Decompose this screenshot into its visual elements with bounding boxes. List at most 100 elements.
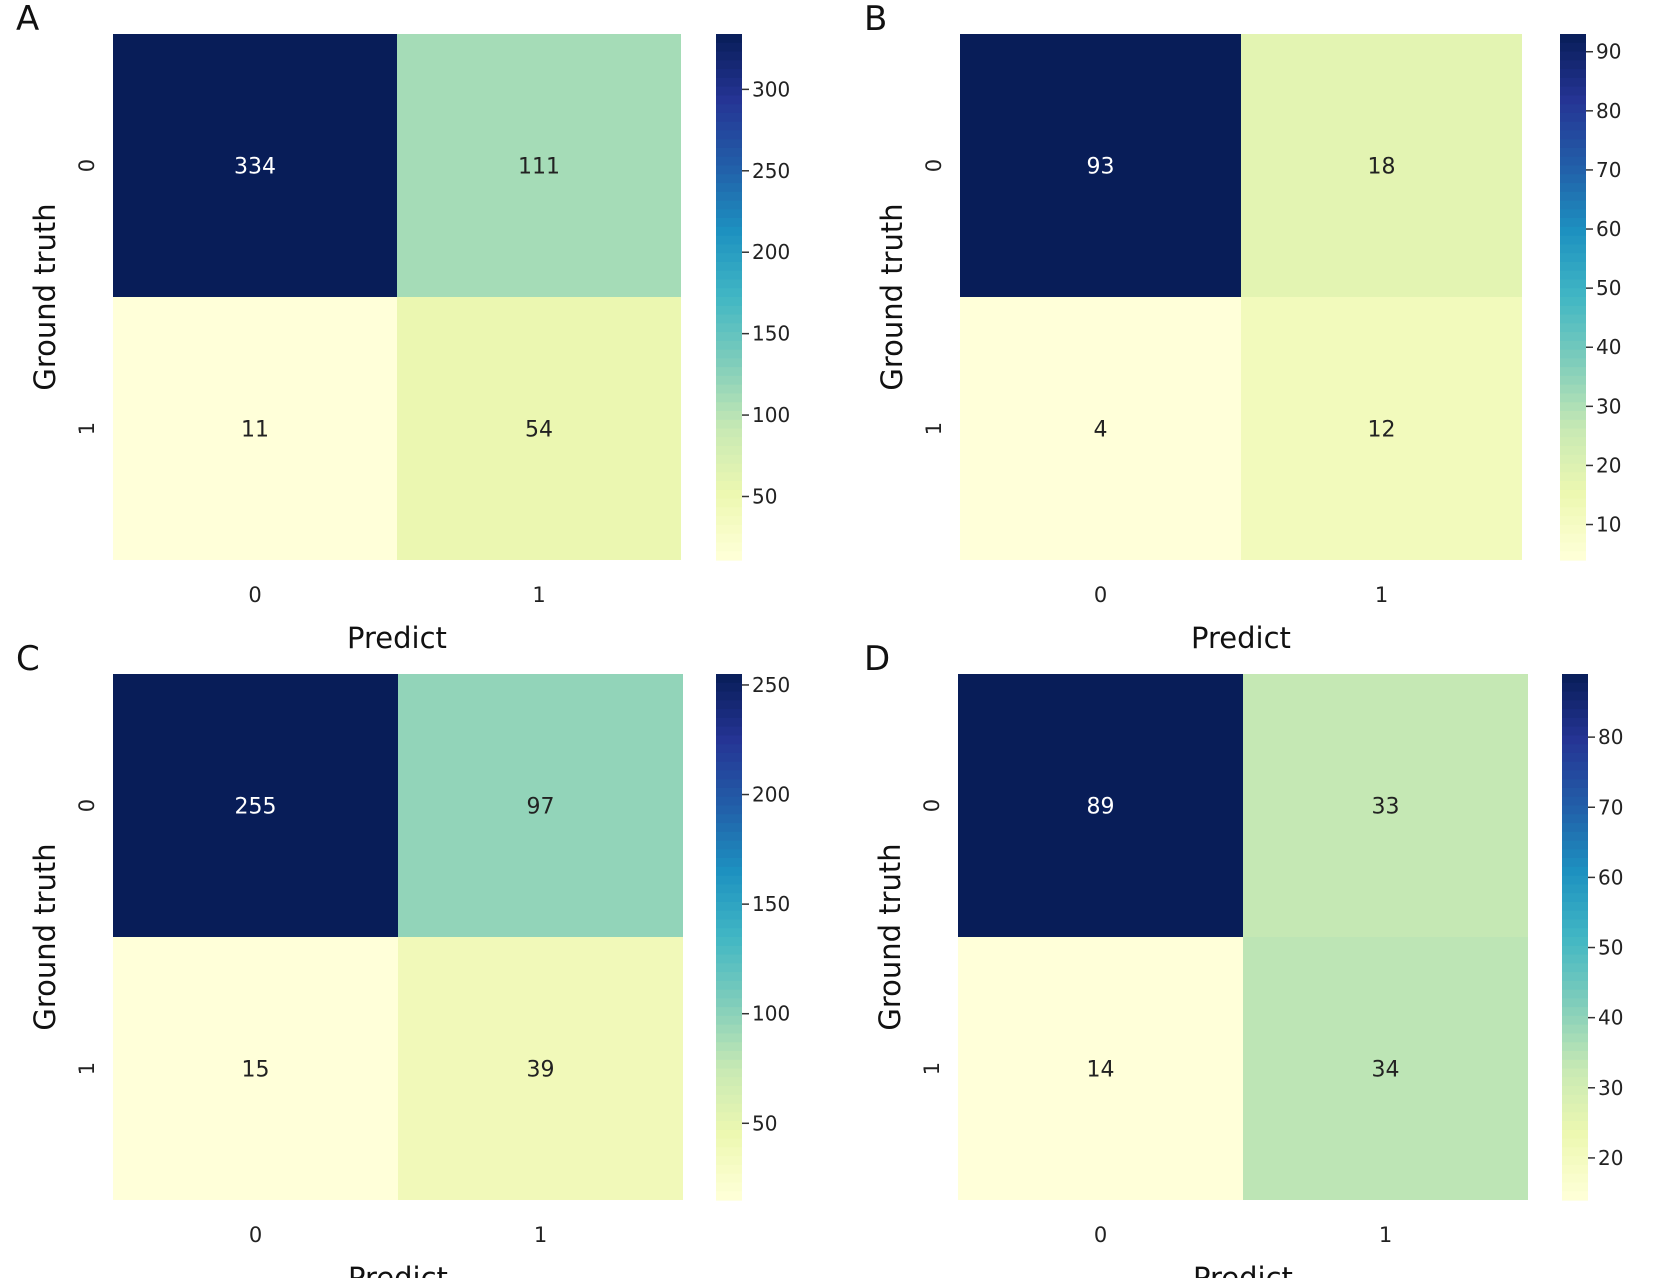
- colorbar-band: [716, 472, 742, 482]
- colorbar-band: [716, 191, 742, 202]
- colorbar-band: [716, 858, 742, 868]
- colorbar-band: [1560, 498, 1586, 508]
- cell-annotation: 54: [525, 418, 553, 443]
- heatmap-cell: [397, 34, 681, 297]
- colorbar-tick-label: 50: [1598, 936, 1623, 960]
- heatmap-cell: [398, 674, 683, 937]
- colorbar-band: [1562, 831, 1588, 842]
- colorbar-band: [716, 183, 742, 193]
- colorbar-band: [716, 358, 742, 368]
- x-tick-label: 0: [1094, 583, 1107, 607]
- colorbar-band: [1562, 972, 1588, 982]
- colorbar-band: [716, 761, 742, 772]
- x-tick-label: 0: [248, 583, 261, 607]
- colorbar-band: [1560, 507, 1586, 517]
- y-tick-label: 0: [75, 799, 99, 812]
- x-axis-label: Predict: [347, 621, 447, 655]
- colorbar-band: [1562, 796, 1588, 807]
- colorbar-band: [716, 77, 742, 88]
- colorbar-band: [1562, 770, 1588, 780]
- colorbar-band: [1562, 1024, 1588, 1035]
- colorbar-band: [1560, 340, 1586, 351]
- colorbar-band: [1560, 200, 1586, 210]
- colorbar-band: [716, 147, 742, 158]
- colorbar-band: [716, 998, 742, 1008]
- colorbar-band: [716, 349, 742, 359]
- colorbar-band: [716, 1191, 742, 1201]
- colorbar-band: [1560, 305, 1586, 316]
- colorbar-band: [1560, 86, 1586, 96]
- colorbar-band: [716, 1173, 742, 1184]
- cell-annotation: 97: [527, 795, 555, 820]
- colorbar-band: [1560, 77, 1586, 88]
- colorbar-band: [716, 735, 742, 745]
- cell-annotation: 12: [1368, 418, 1396, 443]
- colorbar-band: [716, 297, 742, 307]
- colorbar-band: [716, 954, 742, 964]
- colorbar-band: [716, 393, 742, 403]
- colorbar-band: [716, 481, 742, 491]
- colorbar-band: [716, 446, 742, 456]
- colorbar-band: [716, 770, 742, 780]
- colorbar-band: [1560, 253, 1586, 263]
- colorbar-band: [716, 840, 742, 850]
- colorbar-tick-label: 50: [752, 1111, 777, 1135]
- colorbar-band: [716, 1094, 742, 1105]
- colorbar-band: [1560, 463, 1586, 473]
- colorbar-band: [1560, 367, 1586, 377]
- colorbar-band: [1562, 1121, 1588, 1131]
- colorbar-band: [1560, 183, 1586, 193]
- y-tick-label: 0: [922, 159, 946, 172]
- colorbar-band: [1560, 410, 1586, 421]
- colorbar-tick-label: 40: [1596, 335, 1621, 359]
- colorbar-band: [1560, 156, 1586, 167]
- colorbar-band: [1562, 787, 1588, 798]
- heatmap-cell: [958, 937, 1243, 1200]
- cell-annotation: 14: [1087, 1058, 1115, 1083]
- colorbar-band: [716, 709, 742, 719]
- colorbar-tick-label: 20: [1596, 453, 1621, 477]
- x-axis-label: Predict: [1193, 1261, 1293, 1278]
- colorbar-band: [1562, 893, 1588, 903]
- colorbar-band: [716, 332, 742, 342]
- colorbar-band: [1562, 744, 1588, 754]
- colorbar-band: [716, 919, 742, 929]
- colorbar-band: [716, 69, 742, 79]
- colorbar-band: [1560, 393, 1586, 403]
- colorbar-band: [1562, 823, 1588, 833]
- cell-annotation: 18: [1368, 155, 1396, 180]
- colorbar-tick-label: 100: [752, 1002, 790, 1026]
- x-tick-label: 1: [1379, 1223, 1392, 1247]
- colorbar-band: [1560, 349, 1586, 359]
- colorbar-band: [716, 682, 742, 693]
- colorbar-band: [716, 691, 742, 701]
- heatmap-cell: [960, 34, 1241, 297]
- colorbar-band: [716, 1077, 742, 1087]
- colorbar-band: [1562, 674, 1588, 684]
- colorbar-band: [1562, 945, 1588, 956]
- heatmap-cell: [113, 674, 398, 937]
- colorbar-band: [1560, 130, 1586, 140]
- colorbar-band: [716, 42, 742, 53]
- colorbar-band: [716, 419, 742, 430]
- colorbar-band: [716, 1086, 742, 1096]
- colorbar-band: [1562, 884, 1588, 894]
- heatmap-cell: [113, 297, 397, 560]
- y-tick-label: 0: [75, 159, 99, 172]
- colorbar-band: [1560, 358, 1586, 368]
- colorbar-band: [716, 674, 742, 684]
- colorbar-band: [1562, 735, 1588, 745]
- colorbar-band: [716, 1121, 742, 1131]
- colorbar-band: [716, 524, 742, 535]
- colorbar-band: [716, 489, 742, 500]
- colorbar-tick-label: 30: [1598, 1076, 1623, 1100]
- colorbar-band: [1560, 112, 1586, 123]
- colorbar-band: [716, 752, 742, 763]
- colorbar-band: [1562, 1068, 1588, 1078]
- colorbar-band: [1560, 542, 1586, 552]
- colorbar-tick-label: 20: [1598, 1146, 1623, 1170]
- colorbar-band: [716, 410, 742, 421]
- colorbar-band: [716, 130, 742, 140]
- colorbar-band: [1560, 218, 1586, 228]
- colorbar-band: [716, 1182, 742, 1192]
